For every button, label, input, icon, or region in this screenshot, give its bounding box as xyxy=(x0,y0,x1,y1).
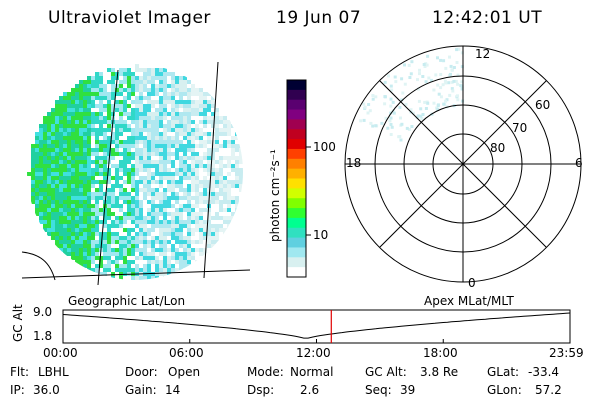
latitude-line xyxy=(21,269,251,279)
time-label: 12:42:01 UT xyxy=(432,8,543,28)
glon-value: 57.2 xyxy=(535,383,562,397)
glon-label: GLon: xyxy=(487,383,522,397)
x-tick-0600: 06:00 xyxy=(169,346,204,360)
x-tick-1800: 18:00 xyxy=(423,346,458,360)
longitude-line xyxy=(203,61,219,279)
altitude-curve xyxy=(62,312,571,339)
door-value: Open xyxy=(168,365,201,379)
y-tick-9: 9.0 xyxy=(33,305,53,319)
mlt-diagonal xyxy=(379,80,547,248)
gcalt-value: 3.8 Re xyxy=(420,365,459,379)
colorbar-cell xyxy=(287,168,306,180)
colorbar-cell xyxy=(287,198,306,209)
apex-label: Apex MLat/MLT xyxy=(424,294,514,308)
orbit-timeline xyxy=(62,309,571,344)
colorbar-cell xyxy=(287,267,306,278)
colorbar-unit-label: photon cm⁻²s⁻¹ xyxy=(268,149,282,242)
mode-label: Mode: xyxy=(247,365,284,379)
colorbar-cell xyxy=(287,109,306,120)
geographic-label: Geographic Lat/Lon xyxy=(68,294,186,308)
door-label: Door: xyxy=(125,365,158,379)
dsp-label: Dsp: xyxy=(247,383,275,397)
mlt-label-12: 12 xyxy=(475,47,491,61)
x-tick-2359: 23:59 xyxy=(549,346,584,360)
flt-value: LBHL xyxy=(38,365,69,379)
flt-label: Flt: xyxy=(10,365,29,379)
colorbar-cell xyxy=(287,247,306,258)
date-label: 19 Jun 07 xyxy=(276,8,362,28)
x-tick-0000: 00:00 xyxy=(43,346,78,360)
seq-value: 39 xyxy=(400,383,416,397)
colorbar-cell xyxy=(287,148,306,160)
colorbar-cell xyxy=(287,178,306,189)
longitude-line xyxy=(97,69,119,286)
colorbar-cell xyxy=(287,80,306,91)
colorbar-cell xyxy=(287,208,306,219)
mlt-label-6: 6 xyxy=(575,156,583,170)
x-tick-1200: 12:00 xyxy=(296,346,331,360)
colorbar-cell xyxy=(287,257,306,268)
gain-label: Gain: xyxy=(125,383,157,397)
mlt-label-18: 18 xyxy=(346,156,362,170)
colorbar-cell xyxy=(287,158,306,170)
coastline xyxy=(21,251,56,281)
seq-label: Seq: xyxy=(365,383,392,397)
dsp-value: 2.6 xyxy=(300,383,320,397)
mlat-label-70: 70 xyxy=(512,121,528,135)
polar-mlat-mlt-plot xyxy=(344,45,582,283)
colorbar-cell xyxy=(287,119,306,130)
colorbar-cell xyxy=(287,237,306,249)
colorbar-cell xyxy=(287,99,306,111)
colorbar-tick-100: 100 xyxy=(313,140,336,154)
mlt-label-0: 0 xyxy=(468,276,476,290)
colorbar-cell xyxy=(287,129,306,140)
colorbar-cell xyxy=(287,89,306,101)
colorbar-cell xyxy=(287,227,306,239)
glat-value: -33.4 xyxy=(528,365,560,379)
mlat-label-60: 60 xyxy=(535,98,551,112)
timeline-frame xyxy=(62,309,571,344)
y-tick-1-8: 1.8 xyxy=(33,329,53,343)
colorbar xyxy=(286,79,311,278)
glat-label: GLat: xyxy=(487,365,520,379)
colorbar-tick-10: 10 xyxy=(313,228,329,242)
earth-disk-image xyxy=(21,61,251,286)
ip-value: 36.0 xyxy=(33,383,60,397)
gc-alt-axis-title: GC Alt xyxy=(11,304,25,342)
instrument-title: Ultraviolet Imager xyxy=(48,8,211,28)
colorbar-cell xyxy=(287,188,306,199)
gain-value: 14 xyxy=(165,383,181,397)
colorbar-cell xyxy=(287,139,306,150)
mode-value: Normal xyxy=(290,365,334,379)
ip-label: IP: xyxy=(10,383,25,397)
colorbar-cell xyxy=(287,217,306,229)
gcalt-label: GC Alt: xyxy=(365,365,407,379)
mlat-label-80: 80 xyxy=(490,141,506,155)
